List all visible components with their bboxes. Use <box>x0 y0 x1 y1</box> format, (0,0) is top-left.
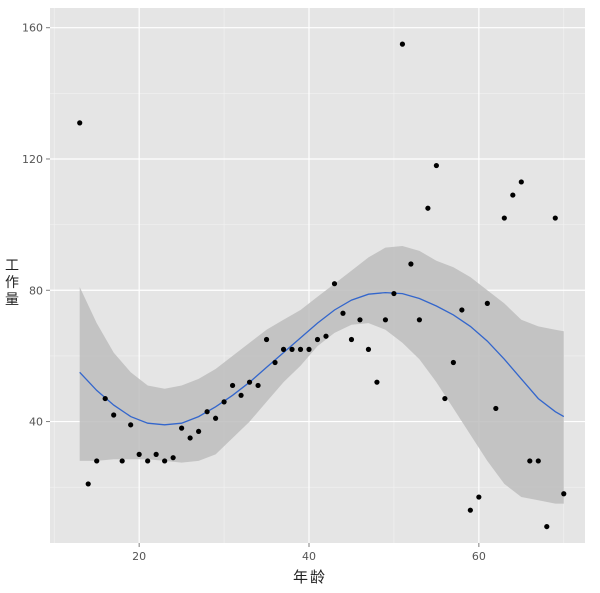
y-tick-label: 40 <box>29 416 43 429</box>
data-point <box>212 415 219 421</box>
data-point <box>510 192 516 198</box>
data-point <box>408 261 414 267</box>
data-points <box>77 41 567 530</box>
data-point <box>272 359 278 366</box>
data-point <box>476 494 482 500</box>
data-point <box>77 120 83 126</box>
data-point <box>102 395 108 402</box>
y-tick-label: 120 <box>22 153 43 166</box>
data-point <box>323 333 329 339</box>
data-point <box>162 458 168 464</box>
data-point <box>94 458 100 464</box>
data-point <box>111 412 117 418</box>
y-tick-label: 80 <box>29 284 43 297</box>
x-tick-label: 60 <box>472 550 486 563</box>
data-point <box>357 317 363 323</box>
data-point <box>450 359 456 366</box>
data-point <box>442 395 448 402</box>
data-point <box>459 307 465 313</box>
data-point <box>196 428 202 435</box>
data-point <box>229 382 236 389</box>
x-tick-label: 20 <box>132 550 146 563</box>
data-point <box>280 346 287 352</box>
y-axis-ticks: 40 80 120 160 <box>22 22 50 429</box>
data-point <box>314 336 321 343</box>
data-point <box>128 422 134 428</box>
data-point <box>306 346 312 352</box>
data-point <box>145 458 151 464</box>
data-point <box>416 317 423 323</box>
y-tick-label: 160 <box>22 22 43 35</box>
data-point <box>153 451 159 457</box>
data-point <box>493 405 499 412</box>
data-point <box>85 481 91 487</box>
data-point <box>297 346 304 352</box>
data-point <box>535 458 541 464</box>
data-point <box>204 409 210 415</box>
y-axis-label-char: 作 <box>5 275 19 291</box>
data-point <box>238 392 244 398</box>
x-axis-ticks: 20 40 60 <box>132 543 486 563</box>
data-point <box>425 205 431 211</box>
data-point <box>552 215 558 221</box>
data-point <box>340 310 346 316</box>
data-point <box>348 336 355 343</box>
data-point <box>263 336 270 343</box>
data-point <box>433 162 439 169</box>
data-point <box>544 523 550 530</box>
data-point <box>391 290 397 297</box>
data-point <box>170 455 176 461</box>
data-point <box>561 491 567 497</box>
data-point <box>399 41 406 47</box>
x-axis-label: 年龄 <box>292 568 327 586</box>
data-point <box>221 399 227 405</box>
data-point <box>246 379 253 385</box>
smooth-trend-line <box>79 291 565 426</box>
x-tick-label: 40 <box>302 550 316 563</box>
data-point <box>255 382 261 389</box>
data-point <box>527 458 533 464</box>
data-point <box>187 435 193 441</box>
data-point <box>289 346 295 352</box>
data-point <box>179 425 185 431</box>
y-axis-label-char: 量 <box>5 292 19 308</box>
data-point <box>119 458 125 464</box>
data-point <box>365 346 372 352</box>
data-point <box>518 179 524 185</box>
data-point <box>374 379 380 385</box>
y-axis-label: 工作量 <box>2 258 22 309</box>
y-axis-label-char: 工 <box>5 258 19 274</box>
data-point <box>484 300 490 306</box>
data-point <box>467 507 473 513</box>
data-point <box>331 281 338 287</box>
data-point <box>382 317 389 323</box>
data-point <box>501 215 507 221</box>
confidence-band <box>79 246 564 504</box>
data-point <box>136 451 142 457</box>
